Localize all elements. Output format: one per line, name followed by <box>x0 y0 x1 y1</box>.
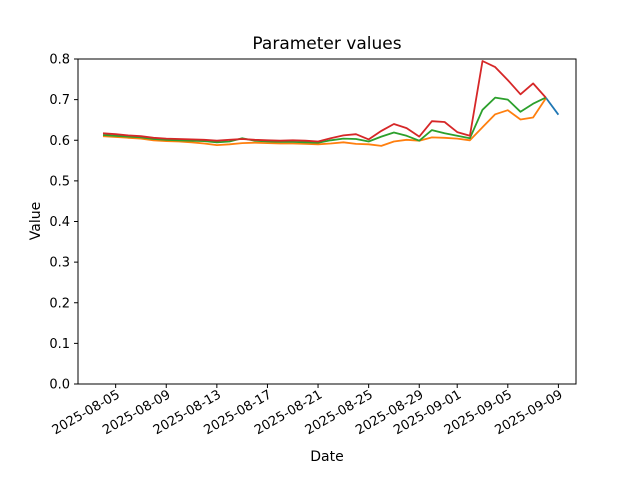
y-tick-label: 0.3 <box>49 256 70 271</box>
y-tick-label: 0.0 <box>49 378 70 393</box>
line-series-red <box>102 60 547 143</box>
axes-spines <box>77 58 577 385</box>
x-axis-label: Date <box>310 449 344 465</box>
y-tick-label: 0.4 <box>49 215 70 230</box>
line-series-blue <box>545 97 560 116</box>
y-tick-label: 0.5 <box>49 174 70 189</box>
y-tick-label: 0.6 <box>49 134 70 149</box>
line-series-orange <box>102 97 547 147</box>
y-tick-label: 0.1 <box>49 337 70 352</box>
y-tick-label: 0.2 <box>49 296 70 311</box>
y-tick-label: 0.8 <box>49 53 70 68</box>
y-tick-label: 0.7 <box>49 93 70 108</box>
line-series-green <box>102 96 547 144</box>
chart-title: Parameter values <box>252 34 402 54</box>
